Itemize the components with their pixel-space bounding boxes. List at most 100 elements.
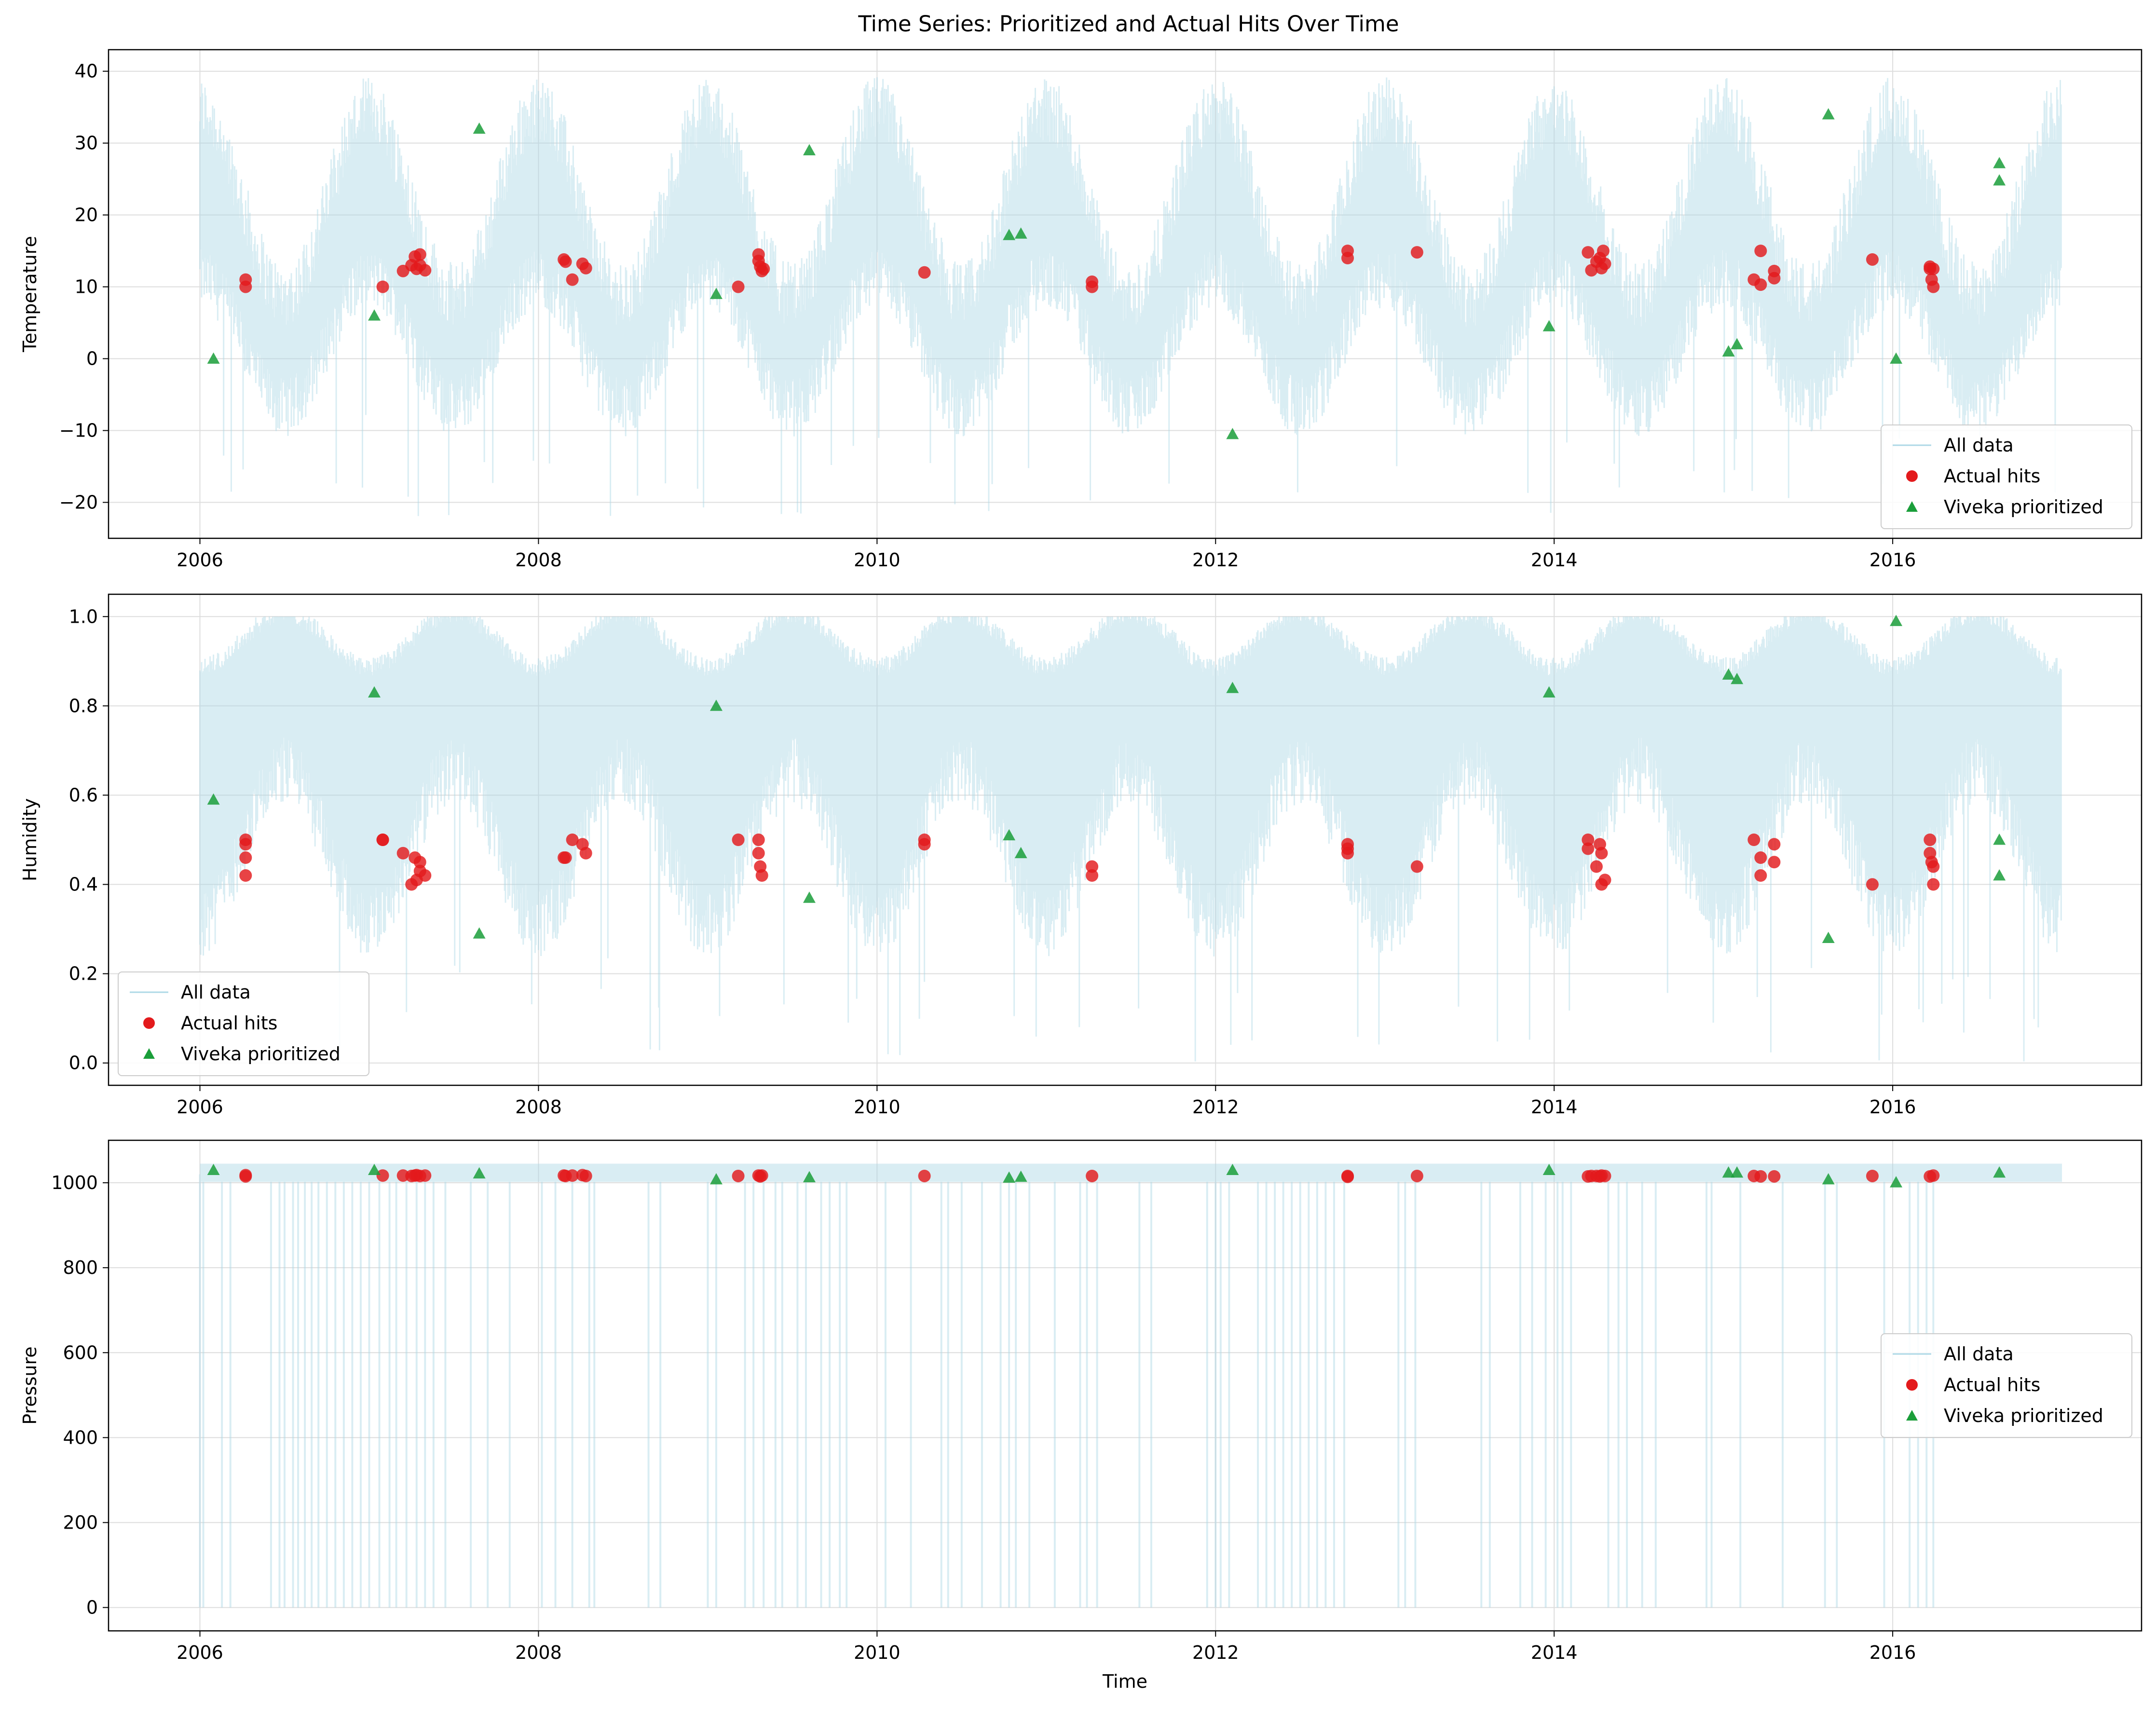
- y-tick-label: 800: [63, 1257, 98, 1278]
- prioritized-point: [1014, 1170, 1027, 1182]
- actual-hit-point: [413, 248, 426, 261]
- actual-hit-point: [1768, 1170, 1781, 1183]
- actual-hit-point: [1768, 838, 1781, 851]
- y-tick-label: 0: [86, 1597, 98, 1618]
- x-tick-label: 2012: [1192, 1096, 1239, 1118]
- legend-label: Viveka prioritized: [1944, 496, 2103, 518]
- actual-hit-point: [559, 851, 572, 864]
- actual-hit-point: [1410, 860, 1423, 873]
- legend: All data Actual hits Viveka prioritized: [118, 971, 369, 1076]
- legend-box: [1881, 424, 2132, 529]
- prioritized-point: [1822, 931, 1835, 943]
- actual-hit-point: [1927, 1169, 1940, 1182]
- series-actual-hits: [239, 1169, 1940, 1183]
- prioritized-point: [1822, 108, 1835, 120]
- actual-hit-point: [1582, 246, 1595, 259]
- x-tick-label: 2006: [177, 549, 223, 571]
- actual-hit-point: [732, 1169, 745, 1182]
- actual-hit-point: [1754, 245, 1767, 258]
- x-tick-label: 2008: [515, 1096, 562, 1118]
- legend-label: Actual hits: [1944, 1374, 2040, 1395]
- prioritized-point: [1542, 686, 1556, 697]
- y-tick-label: 400: [63, 1427, 98, 1448]
- actual-hit-point: [566, 273, 579, 286]
- prioritized-point: [1993, 869, 2006, 881]
- prioritized-point: [207, 793, 220, 805]
- x-tick-label: 2016: [1869, 1642, 1916, 1663]
- actual-hit-point: [1086, 869, 1099, 882]
- prioritized-point: [1731, 338, 1744, 350]
- prioritized-point: [1014, 847, 1027, 859]
- figure-title: Time Series: Prioritized and Actual Hits…: [858, 11, 1399, 37]
- legend-label: All data: [1944, 435, 2014, 456]
- actual-hit-point: [376, 280, 389, 293]
- chart-panel-1: 2006 2008 2010 2012 2014 2016 −20 −10 0 10 20 30 40 T…: [19, 49, 2142, 571]
- y-tick-label: 200: [63, 1512, 98, 1533]
- series-actual-hits: [239, 245, 1940, 293]
- all-data-band: [199, 616, 2062, 1062]
- y-tick-label: 0.0: [69, 1053, 98, 1074]
- actual-hit-point: [918, 1169, 931, 1182]
- actual-hit-point: [1341, 252, 1354, 265]
- prioritized-point: [1722, 1166, 1735, 1178]
- x-tick-label: 2006: [177, 1096, 223, 1118]
- legend-label: All data: [1944, 1343, 2014, 1365]
- actual-hit-point: [1086, 1169, 1099, 1182]
- actual-hit-point: [1927, 878, 1940, 891]
- prioritized-point: [207, 1163, 220, 1176]
- actual-hit-point: [1086, 860, 1099, 873]
- x-tick-label: 2008: [515, 549, 562, 571]
- actual-hit-point: [579, 261, 592, 274]
- legend-swatch-triangle: [1906, 501, 1918, 512]
- x-tick-label: 2014: [1531, 1096, 1578, 1118]
- actual-hit-point: [419, 869, 432, 882]
- actual-hit-point: [1598, 874, 1611, 887]
- prioritized-point: [1822, 1173, 1835, 1185]
- actual-hit-point: [918, 838, 931, 851]
- x-tick-label: 2016: [1869, 1096, 1916, 1118]
- prioritized-point: [368, 309, 381, 321]
- chart-panel-2: 2006 2008 2010 2012 2014 2016 0.0 0.2 0.4 0.6 0.8 1…: [19, 593, 2142, 1118]
- legend-swatch-circle: [1906, 470, 1918, 482]
- legend-box: [118, 971, 369, 1076]
- axes-frame: [108, 1139, 2142, 1632]
- x-tick-label: 2014: [1531, 549, 1578, 571]
- actual-hit-point: [1410, 246, 1423, 259]
- legend-box: [1881, 1333, 2132, 1438]
- prioritized-point: [710, 699, 723, 711]
- actual-hit-point: [1866, 253, 1879, 266]
- actual-hit-point: [239, 1170, 252, 1183]
- prioritized-point: [1890, 1176, 1903, 1188]
- prioritized-point: [1993, 157, 2006, 168]
- actual-hit-point: [239, 869, 252, 882]
- prioritized-point: [1542, 320, 1556, 331]
- y-tick-label: 600: [63, 1342, 98, 1363]
- actual-hit-point: [419, 264, 432, 277]
- prioritized-point: [1003, 229, 1016, 240]
- legend-label: Viveka prioritized: [181, 1043, 341, 1065]
- prioritized-point: [473, 927, 486, 939]
- actual-hit-point: [1597, 245, 1610, 258]
- prioritized-point: [1993, 1166, 2006, 1178]
- axes-frame: [108, 49, 2142, 539]
- actual-hit-point: [755, 1169, 768, 1182]
- legend: All data Actual hits Viveka prioritized: [1881, 424, 2132, 529]
- axes-frame: [108, 593, 2142, 1086]
- prioritized-point: [368, 686, 381, 697]
- prioritized-point: [1731, 1166, 1744, 1178]
- x-tick-label: 2006: [177, 1642, 223, 1663]
- legend-label: Viveka prioritized: [1944, 1405, 2103, 1426]
- actual-hit-point: [1598, 257, 1611, 270]
- actual-hit-point: [579, 1169, 592, 1182]
- actual-hit-point: [918, 266, 931, 279]
- series-prioritized: [207, 615, 2006, 943]
- prioritized-point: [1722, 345, 1735, 357]
- prioritized-point: [1226, 427, 1239, 439]
- actual-hit-point: [1924, 834, 1937, 846]
- actual-hit-point: [1595, 847, 1608, 860]
- actual-hit-point: [1927, 860, 1940, 873]
- actual-hit-point: [396, 847, 409, 860]
- prioritized-point: [803, 1171, 816, 1183]
- legend: All data Actual hits Viveka prioritized: [1881, 1333, 2132, 1438]
- actual-hit-point: [566, 1169, 579, 1182]
